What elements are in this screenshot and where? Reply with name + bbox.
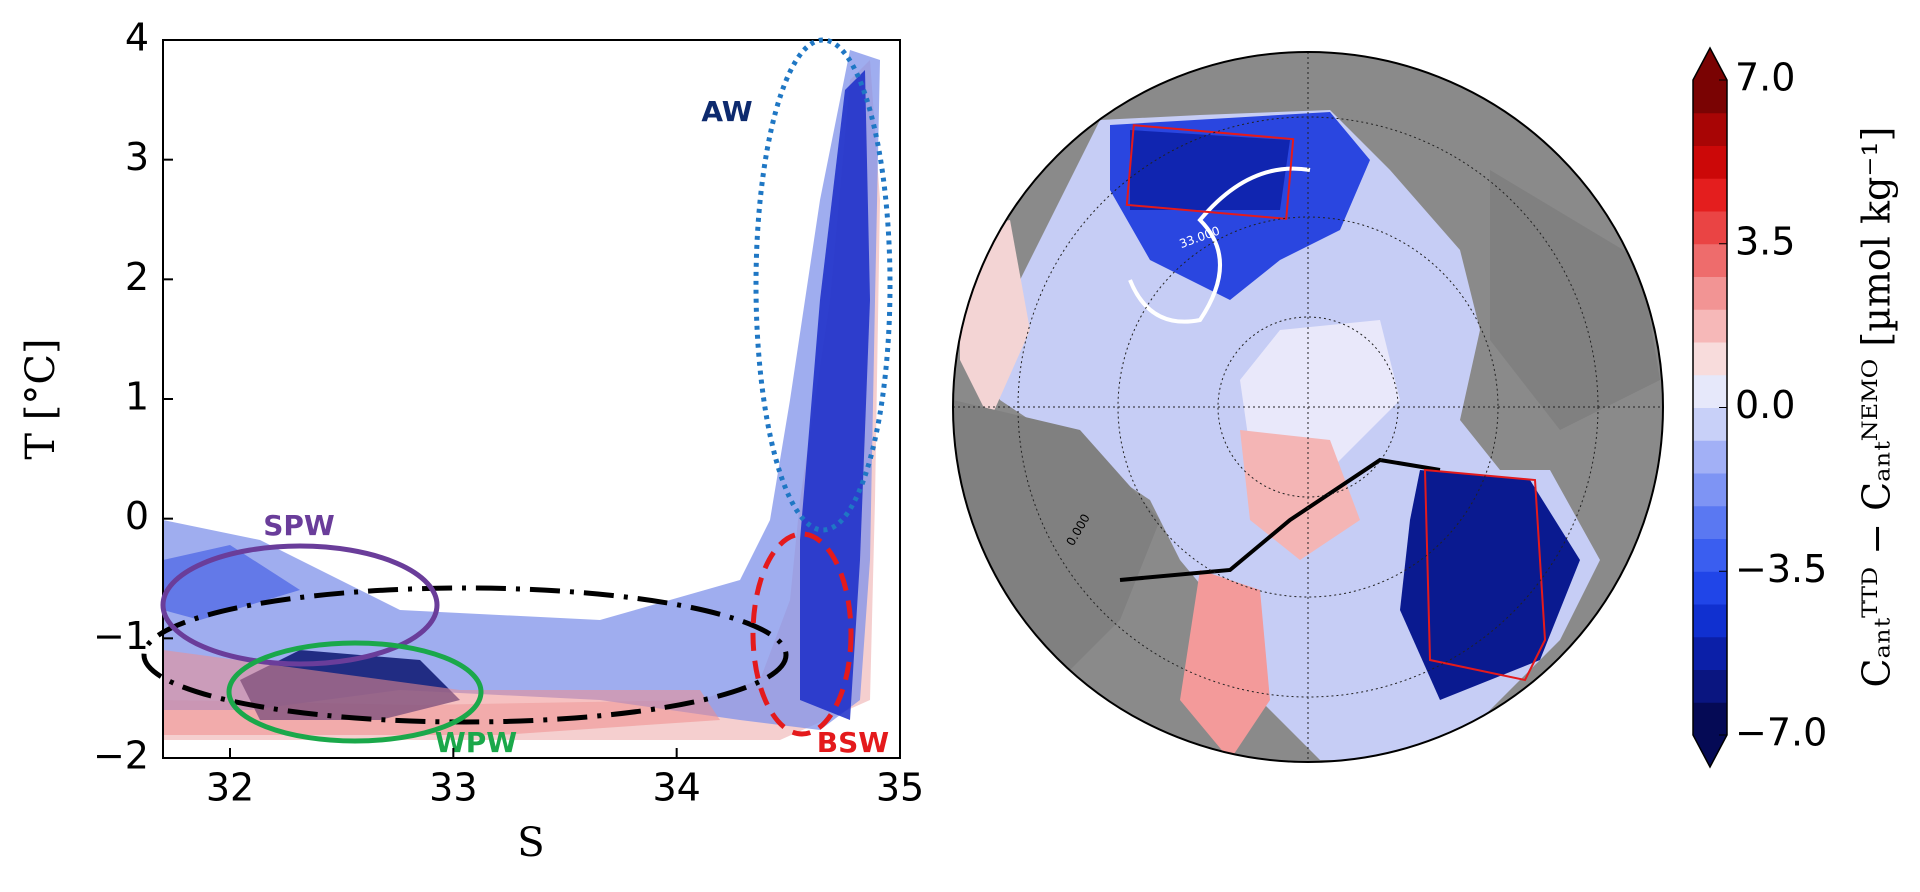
x-tick-label: 32 (206, 766, 254, 810)
colorbar-bin (1693, 669, 1727, 703)
colorbar-tick-label: −7.0 (1735, 711, 1827, 755)
y-tick-label: −2 (93, 734, 149, 778)
colorbar-bin (1693, 211, 1727, 245)
colorbar-bin (1693, 571, 1727, 605)
colorbar-bin (1693, 112, 1727, 146)
colorbar-bin (1693, 342, 1727, 376)
x-tick-label: 34 (652, 766, 700, 810)
mixing-ellipse (141, 585, 789, 725)
colorbar-bin (1693, 505, 1727, 539)
colorbar-tick-label: −3.5 (1735, 547, 1827, 591)
annotation: SPW (263, 509, 335, 542)
colorbar-bin (1693, 80, 1727, 114)
polar-map (953, 52, 1663, 762)
colorbar-tick-label: 0.0 (1735, 383, 1795, 427)
y-tick-label: 4 (125, 16, 149, 60)
colorbar-bin (1693, 145, 1727, 179)
colorbar-bin (1693, 178, 1727, 212)
x-tick-label: 33 (429, 766, 477, 810)
colorbar-bin (1693, 276, 1727, 310)
colorbar-tick-label: 3.5 (1735, 219, 1795, 263)
colorbar-bin (1693, 604, 1727, 638)
colorbar-bin (1693, 309, 1727, 343)
colorbar-bin (1693, 374, 1727, 408)
colorbar-tick-label: 7.0 (1735, 56, 1795, 100)
y-tick-label: 1 (125, 375, 149, 419)
annotation: AW (701, 95, 752, 128)
y-tick-label: 0 (125, 494, 149, 538)
colorbar-bin (1693, 440, 1727, 474)
colorbar-label: Cₐₙₜᵀᵀᴰ − Cₐₙₜᴺᴱᴹᴼ [µmol kg⁻¹] (1855, 127, 1899, 688)
y-axis-label: T [°C] (18, 338, 64, 459)
colorbar-bin (1693, 243, 1727, 277)
colorbar-bin (1693, 538, 1727, 572)
colorbar-bin (1693, 407, 1727, 441)
aw-ellipse (753, 37, 893, 533)
y-tick-label: 3 (125, 135, 149, 179)
colorbar-extend-bottom (1693, 735, 1727, 767)
wpw-ellipse (226, 640, 484, 744)
x-tick-label: 35 (876, 766, 924, 810)
spw-ellipse (160, 543, 440, 667)
y-tick-label: 2 (125, 255, 149, 299)
colorbar-bin (1693, 636, 1727, 670)
x-axis-label: S (517, 820, 544, 866)
bsw-ellipse (750, 531, 854, 737)
annotation: WPW (435, 726, 517, 759)
annotation: BSW (817, 726, 890, 759)
map-frame (952, 51, 1664, 763)
scatter-cloud (163, 50, 880, 740)
colorbar-bin (1693, 473, 1727, 507)
y-tick-label: −1 (93, 614, 149, 658)
colorbar-extend-top (1693, 48, 1727, 80)
colorbar-bin (1693, 702, 1727, 736)
